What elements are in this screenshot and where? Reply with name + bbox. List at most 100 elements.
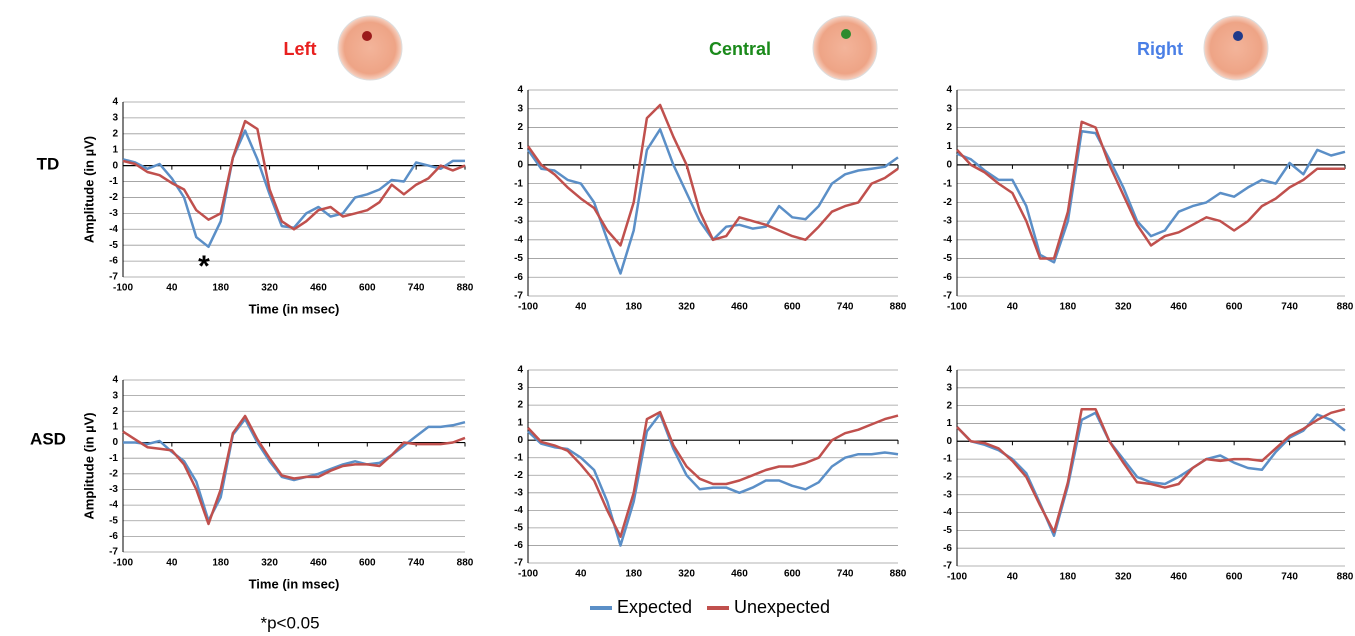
column-title: Right: [1137, 39, 1183, 59]
x-axis-label: Time (in msec): [249, 576, 340, 591]
y-axis-label: Amplitude (in µV): [81, 412, 96, 519]
x-tick-label: 180: [625, 302, 642, 313]
y-tick-label: 4: [946, 365, 952, 376]
x-tick-label: 40: [166, 558, 178, 569]
y-tick-label: 2: [112, 128, 118, 139]
y-tick-label: -7: [943, 291, 952, 302]
y-tick-label: -6: [943, 272, 952, 283]
legend-label: Unexpected: [734, 597, 830, 617]
y-tick-label: 1: [946, 418, 952, 429]
y-tick-label: 1: [112, 422, 118, 433]
y-tick-label: 4: [946, 85, 952, 96]
x-tick-label: 740: [408, 283, 425, 294]
x-tick-label: 880: [890, 302, 907, 313]
y-tick-label: -1: [109, 176, 118, 187]
y-tick-label: -3: [943, 216, 952, 227]
y-tick-label: 2: [112, 406, 118, 417]
y-tick-label: -7: [943, 561, 952, 572]
y-tick-label: 0: [946, 160, 952, 171]
y-tick-label: -6: [514, 540, 523, 551]
y-tick-label: -6: [109, 256, 118, 267]
y-tick-label: 2: [517, 122, 523, 133]
y-tick-label: -3: [109, 208, 118, 219]
x-tick-label: -100: [113, 558, 133, 569]
x-tick-label: 40: [1007, 302, 1019, 313]
y-tick-label: -4: [514, 234, 523, 245]
x-tick-label: 460: [1170, 572, 1187, 583]
legend-label: Expected: [617, 597, 692, 617]
y-tick-label: -1: [943, 178, 952, 189]
y-tick-label: -7: [109, 272, 118, 283]
y-tick-label: 0: [112, 160, 118, 171]
x-tick-label: 320: [1115, 572, 1132, 583]
y-tick-label: -5: [109, 240, 118, 251]
y-tick-label: -7: [109, 547, 118, 558]
x-tick-label: 880: [1337, 302, 1354, 313]
y-tick-label: -5: [943, 525, 952, 536]
y-tick-label: -7: [514, 558, 523, 569]
x-tick-label: 180: [212, 283, 229, 294]
y-tick-label: -4: [943, 234, 952, 245]
y-tick-label: 1: [112, 144, 118, 155]
y-tick-label: -4: [109, 224, 118, 235]
x-tick-label: 40: [575, 302, 587, 313]
y-tick-label: -1: [943, 454, 952, 465]
series-line: [957, 413, 1345, 536]
x-tick-label: 740: [837, 569, 854, 580]
x-tick-label: -100: [518, 302, 538, 313]
series-line: [123, 416, 465, 524]
x-tick-label: -100: [113, 283, 133, 294]
y-tick-label: -2: [514, 197, 523, 208]
x-tick-label: 600: [1226, 572, 1243, 583]
x-tick-label: 880: [457, 558, 474, 569]
y-tick-label: 3: [517, 382, 523, 393]
chart-panel: -7-6-5-4-3-2-101234-10040180320460600740…: [81, 375, 473, 592]
legend: Expected Unexpected: [590, 597, 830, 617]
y-tick-label: -3: [109, 484, 118, 495]
y-tick-label: 1: [946, 141, 952, 152]
x-axis-label: Time (in msec): [249, 301, 340, 316]
head-icon: [1204, 16, 1268, 80]
x-tick-label: 320: [678, 302, 695, 313]
y-tick-label: -5: [109, 515, 118, 526]
x-tick-label: 600: [784, 302, 801, 313]
x-tick-label: 460: [1170, 302, 1187, 313]
x-tick-label: 180: [1060, 302, 1077, 313]
y-tick-label: -1: [514, 452, 523, 463]
x-tick-label: 740: [837, 302, 854, 313]
y-tick-label: -4: [943, 507, 952, 518]
y-tick-label: 4: [517, 85, 523, 96]
y-tick-label: 4: [112, 97, 118, 108]
y-tick-label: -6: [943, 543, 952, 554]
y-tick-label: -3: [514, 487, 523, 498]
x-tick-label: 460: [310, 558, 327, 569]
x-tick-label: 740: [408, 558, 425, 569]
y-tick-label: 2: [517, 400, 523, 411]
y-tick-label: -3: [943, 489, 952, 500]
y-tick-label: -5: [943, 253, 952, 264]
annotation: *: [198, 250, 210, 283]
row-label: ASD: [30, 429, 66, 448]
x-tick-label: 320: [261, 558, 278, 569]
row-label: TD: [37, 154, 60, 173]
series-line: [957, 409, 1345, 532]
y-tick-label: -2: [109, 192, 118, 203]
x-tick-label: 40: [166, 283, 178, 294]
y-tick-label: 4: [112, 375, 118, 386]
y-tick-label: -1: [109, 453, 118, 464]
x-tick-label: 40: [1007, 572, 1019, 583]
x-tick-label: 460: [310, 283, 327, 294]
x-tick-label: 180: [212, 558, 229, 569]
y-tick-label: -2: [514, 470, 523, 481]
series-line: [528, 412, 898, 537]
y-tick-label: 0: [112, 437, 118, 448]
y-tick-label: -1: [514, 178, 523, 189]
x-tick-label: 600: [784, 569, 801, 580]
x-tick-label: 600: [359, 558, 376, 569]
y-tick-label: 3: [946, 382, 952, 393]
y-tick-label: 0: [517, 160, 523, 171]
head-icon: [338, 16, 402, 80]
